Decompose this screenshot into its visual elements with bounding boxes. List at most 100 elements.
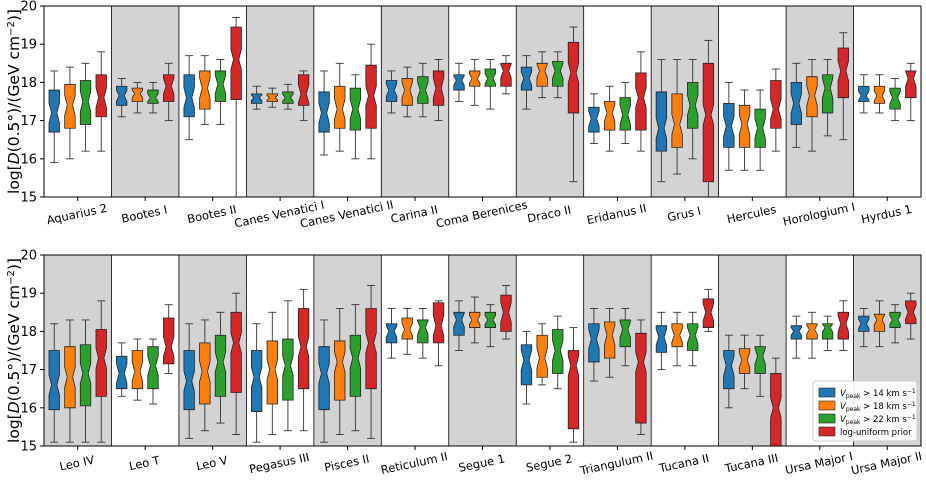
box-body [116,355,128,390]
box-triangulum-ii-series-1 [588,308,600,382]
box-reticulum-ii-series-2 [401,308,413,355]
x-tick-label: Grus I [666,204,702,225]
box-segue-1-series-3 [484,304,496,348]
y-tick-label: 18 [20,325,37,340]
box-leo-iv-series-4 [95,300,107,443]
y-tick-label: 17 [20,363,37,378]
box-body [349,334,362,397]
x-tick-label: Tucana II [657,451,710,475]
box-horologium-i-series-4 [837,32,849,141]
box-body [806,323,818,340]
y-tick-label: 17 [20,114,37,129]
box-carina-ii-series-1 [385,70,398,114]
legend-swatch [818,413,836,424]
box-body [603,321,616,359]
box-leo-t-series-3 [147,338,159,405]
x-tick-label: Ursa Major I [784,449,854,477]
box-canes-venatici-i-series-4 [297,70,310,122]
legend-label: Vpeak > 22 km s−1 [840,414,916,426]
box-tucana-ii-series-3 [687,311,699,367]
box-body [48,89,60,133]
box-ursa-major-ii-series-3 [889,304,901,344]
box-body [250,93,263,104]
y-axis-label-part: )] [5,9,23,21]
y-tick-label: 19 [20,38,37,53]
box-ursa-major-i-series-1 [790,315,802,359]
box-eridanus-ii-series-2 [603,85,616,152]
y-axis-label-part: )] [5,258,23,270]
box-grus-i-series-1 [655,59,668,183]
box-segue-2-series-1 [520,330,533,405]
box-body [619,319,631,348]
box-body [199,342,211,405]
box-canes-venatici-i-series-1 [250,85,263,110]
box-body [635,72,647,131]
box-body [790,325,802,340]
x-tick-label: Reticulum II [379,449,448,477]
box-body [48,350,60,411]
box-body [266,340,278,405]
box-aquarius-2-series-3 [79,62,92,152]
x-tick-label: Leo IV [58,453,96,474]
box-draco-ii-series-2 [536,51,548,99]
box-body [214,70,227,102]
x-tick-label: Segue 1 [457,451,506,474]
box-body [230,311,242,393]
x-tick-label: Eridanus II [586,201,648,227]
y-axis-label-part: (0.5°)/(GeV cm [5,285,23,401]
y-axis-label-part: −2 [6,270,17,285]
x-tick-label: Leo V [195,453,229,473]
x-tick-label: Pisces II [323,451,371,474]
box-body [821,74,834,114]
box-coma-berenices-series-1 [453,62,465,102]
box-body [552,60,564,87]
box-body [655,325,668,353]
box-horologium-i-series-2 [806,59,818,152]
box-body [702,298,715,328]
box-canes-venatici-i-series-2 [266,87,278,108]
y-tick-label: 16 [20,152,37,167]
box-draco-ii-series-3 [552,51,564,99]
box-segue-1-series-4 [500,285,512,340]
y-axis-label-part: D [5,401,23,413]
box-bootes-ii-series-3 [214,59,227,125]
box-ursa-major-ii-series-4 [905,292,917,340]
box-body [334,340,346,401]
box-bootes-ii-series-2 [199,55,211,125]
box-eridanus-ii-series-1 [588,93,600,144]
box-eridanus-ii-series-4 [635,51,647,152]
box-bootes-i-series-3 [147,81,159,114]
box-canes-venatici-ii-series-4 [365,43,377,160]
x-tick-label: Tucana III [723,451,780,476]
box-body [401,78,413,106]
box-body [385,80,398,102]
box-body [147,89,159,104]
box-pegasus-iii-series-1 [250,323,263,443]
x-tick-label: Ursa Major II [850,449,924,478]
box-leo-t-series-2 [131,338,144,401]
box-reticulum-ii-series-4 [432,300,445,367]
box-segue-2-series-2 [536,323,548,386]
box-body [95,329,107,397]
box-coma-berenices-series-4 [500,55,512,95]
box-aquarius-2-series-1 [48,70,60,164]
box-bootes-i-series-4 [163,62,175,122]
y-tick-label: 20 [20,0,37,15]
legend-item: Vpeak > 22 km s−1 [818,413,916,426]
box-body [365,64,377,129]
legend-item: Vpeak > 18 km s−1 [818,400,916,413]
box-body [889,87,901,110]
x-tick-label: Bootes II [186,202,238,226]
legend-label: Vpeak > 18 km s−1 [840,401,916,413]
box-body [837,311,849,340]
box-body [588,106,600,133]
box-body [738,348,751,374]
box-body [484,68,496,87]
box-leo-t-series-4 [163,304,175,374]
box-body [453,311,465,336]
box-body [837,47,849,99]
x-tick-label: Aquarius 2 [45,201,108,227]
x-tick-label: Pegasus III [248,450,311,476]
box-pisces-ii-series-4 [365,285,377,439]
legend-sup: −1 [907,414,916,421]
